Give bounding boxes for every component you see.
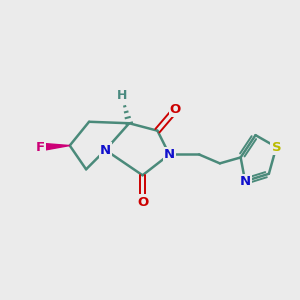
Text: N: N — [239, 175, 251, 188]
Text: N: N — [164, 148, 175, 161]
Text: O: O — [169, 103, 181, 116]
Text: H: H — [117, 88, 127, 101]
Text: F: F — [35, 140, 45, 154]
Text: N: N — [100, 143, 111, 157]
Text: S: S — [272, 140, 281, 154]
Text: O: O — [137, 196, 148, 208]
Polygon shape — [40, 143, 70, 151]
